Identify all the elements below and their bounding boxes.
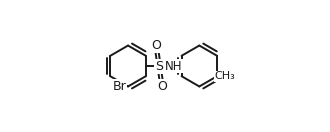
Text: CH₃: CH₃	[215, 71, 236, 81]
Text: S: S	[155, 60, 163, 72]
Text: NH: NH	[165, 60, 182, 72]
Text: Br: Br	[113, 80, 126, 93]
Text: O: O	[151, 39, 161, 52]
Text: O: O	[157, 80, 167, 93]
